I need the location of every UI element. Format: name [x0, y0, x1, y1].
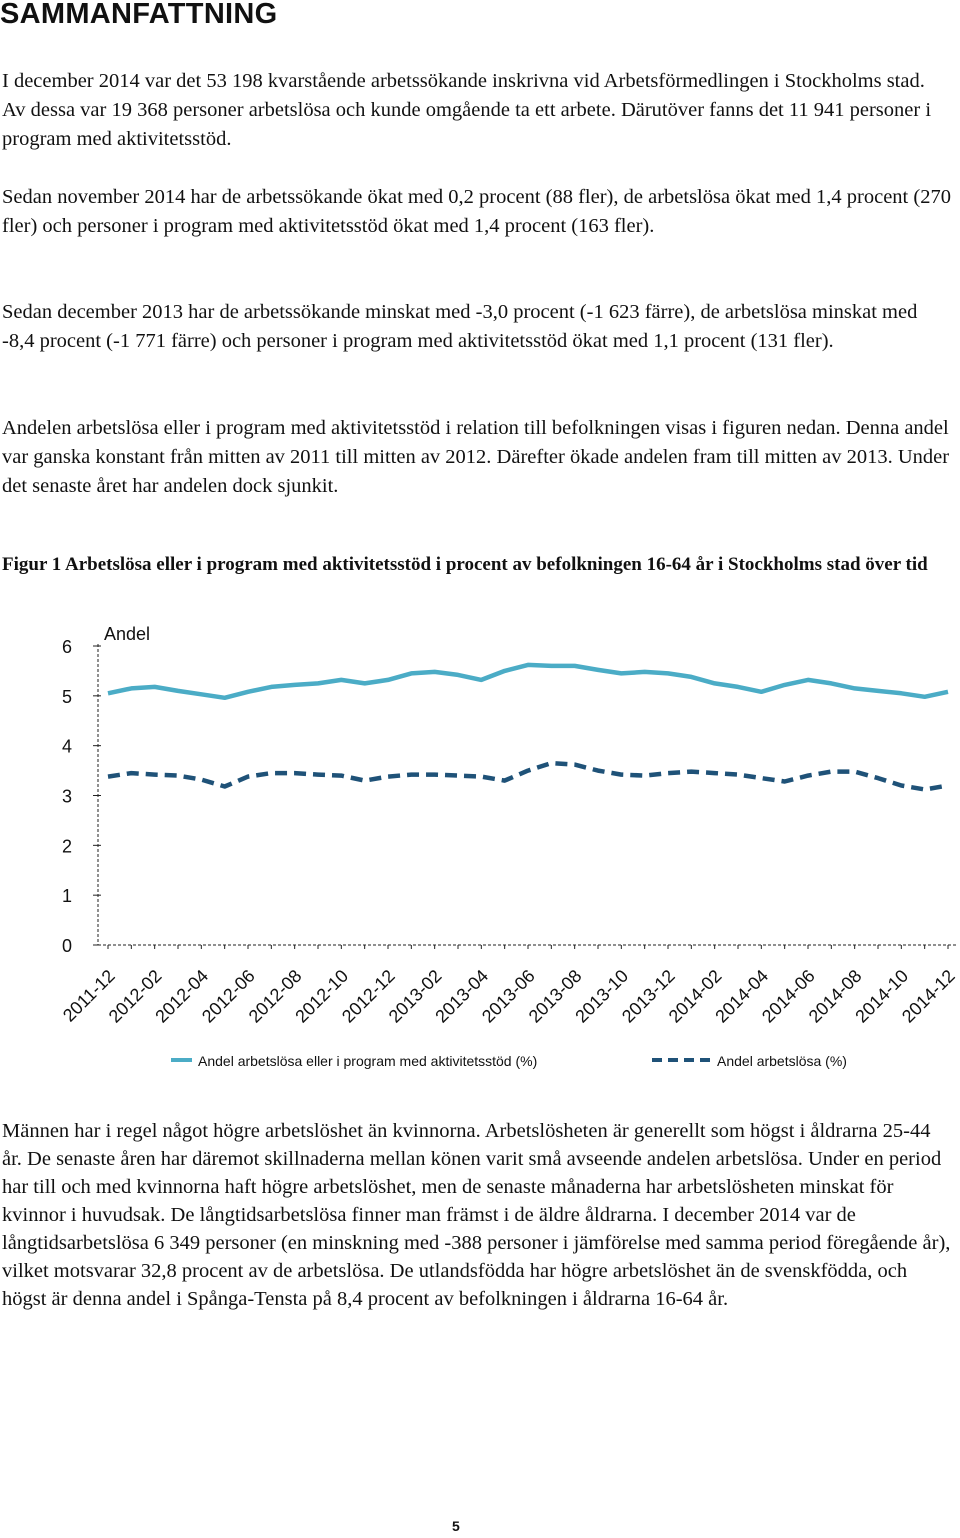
paragraph-summary: I december 2014 var det 53 198 kvarståen…: [2, 70, 932, 150]
y-tick-label: 3: [62, 787, 72, 807]
paragraph-change-month: Sedan november 2014 har de arbetssökande…: [2, 186, 951, 237]
y-tick-label: 5: [62, 687, 72, 707]
figure-caption: Figur 1 Arbetslösa eller i program med a…: [2, 554, 928, 575]
y-tick-label: 0: [62, 936, 72, 956]
paragraph-share-trend: Andelen arbetslösa eller i program med a…: [2, 417, 950, 497]
y-axis-label: Andel: [104, 624, 150, 644]
page-number: 5: [452, 1518, 460, 1534]
legend-label-1: Andel arbetslösa eller i program med akt…: [198, 1053, 537, 1069]
y-tick-label: 2: [62, 836, 72, 856]
x-axis: 2011-122012-022012-042012-062012-082012-…: [59, 944, 959, 1027]
y-tick-label: 4: [62, 737, 72, 757]
paragraph-change-year: Sedan december 2013 har de arbetssökande…: [2, 301, 918, 352]
series-layer: [107, 662, 949, 792]
page-heading: SAMMANFATTNING: [0, 0, 278, 30]
paragraph-groups: Männen har i regel något högre arbetslös…: [2, 1120, 951, 1310]
series-line-2: [107, 760, 949, 792]
y-tick-label: 6: [62, 637, 72, 657]
legend-label-2: Andel arbetslösa (%): [717, 1053, 847, 1069]
line-chart: 0 1 2 3 4 5 6 2011-122012-022012-042012-062012…: [59, 624, 959, 1069]
y-tick-label: 1: [62, 886, 72, 906]
legend: Andel arbetslösa eller i program med akt…: [171, 1053, 847, 1069]
y-axis: 0 1 2 3 4 5 6: [62, 637, 101, 956]
series-line-1: [107, 662, 949, 701]
